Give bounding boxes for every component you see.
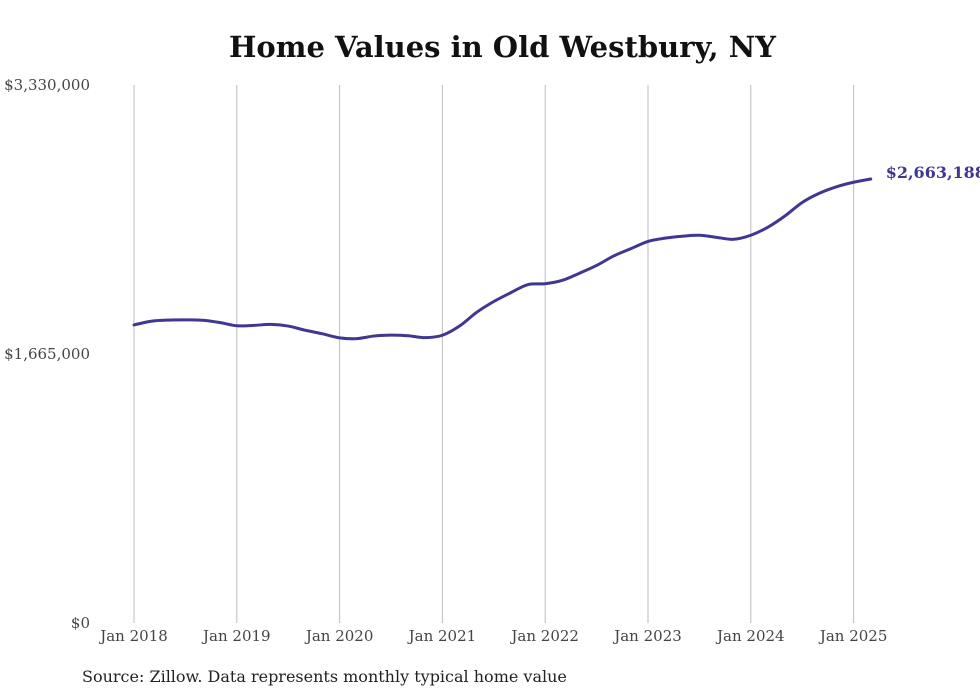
y-tick-label: $0 [71,614,90,632]
y-tick-label: $1,665,000 [4,345,90,363]
x-tick-label: Jan 2024 [715,627,785,645]
x-tick-label: Jan 2021 [407,627,477,645]
y-axis-ticks: $0 $1,665,000 $3,330,000 [4,76,90,632]
series-line [132,177,873,341]
end-value-label: $2,663,188 [886,163,980,182]
x-tick-label: Jan 2018 [98,627,168,645]
x-tick-label: Jan 2022 [509,627,579,645]
grid-lines [133,85,855,623]
x-tick-label: Jan 2019 [201,627,271,645]
x-tick-label: Jan 2025 [818,627,888,645]
x-axis-ticks: Jan 2018 Jan 2019 Jan 2020 Jan 2021 Jan 2022… [98,627,887,645]
x-tick-label: Jan 2023 [612,627,682,645]
source-note: Source: Zillow. Data represents monthly … [82,667,567,686]
x-tick-label: Jan 2020 [304,627,374,645]
chart-title: Home Values in Old Westbury, NY [229,30,776,64]
y-tick-label: $3,330,000 [4,76,90,94]
